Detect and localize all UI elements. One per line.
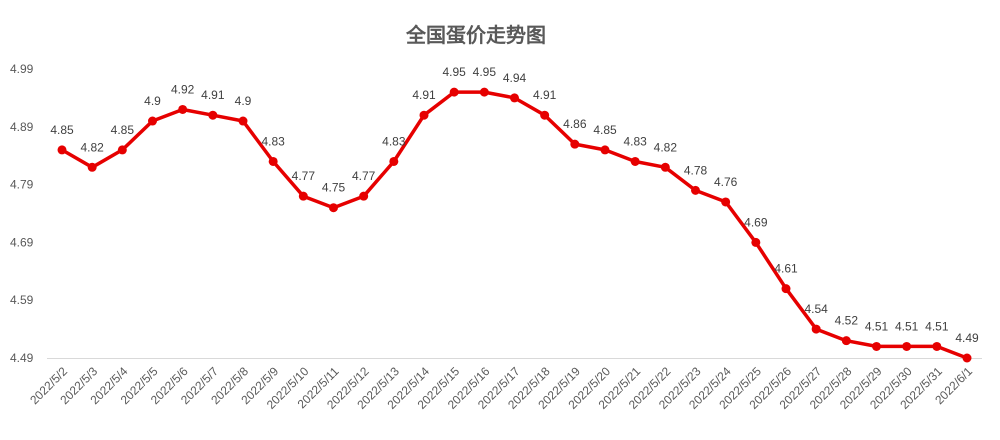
data-point	[208, 110, 218, 120]
data-point	[419, 110, 429, 120]
data-point	[630, 156, 640, 166]
data-point	[540, 110, 550, 120]
y-tick-label: 4.89	[10, 120, 34, 134]
data-label: 4.51	[925, 319, 949, 333]
data-point	[570, 139, 580, 149]
data-label: 4.83	[382, 134, 406, 148]
data-label: 4.78	[684, 163, 708, 177]
data-label: 4.51	[895, 319, 919, 333]
data-label: 4.9	[235, 94, 252, 108]
data-point	[178, 104, 188, 114]
y-axis: 4.49 4.59 4.69 4.79 4.89 4.99	[10, 62, 34, 365]
data-label: 4.91	[201, 88, 225, 102]
data-point	[117, 145, 127, 155]
data-label: 4.9	[144, 94, 161, 108]
data-label: 4.52	[835, 314, 859, 328]
data-point	[841, 336, 851, 346]
data-label: 4.86	[563, 117, 587, 131]
data-label: 4.91	[533, 88, 557, 102]
series-line-group	[61, 90, 968, 360]
data-label: 4.76	[714, 175, 738, 189]
data-point	[872, 341, 881, 351]
data-point	[962, 353, 972, 363]
data-point	[811, 324, 821, 334]
data-point	[721, 197, 731, 207]
data-label: 4.92	[171, 82, 195, 96]
y-tick-label: 4.69	[10, 235, 34, 249]
data-point	[691, 185, 700, 195]
data-point	[359, 191, 369, 201]
data-label: 4.69	[744, 215, 768, 229]
data-point	[87, 162, 97, 172]
data-label: 4.85	[111, 123, 135, 137]
data-label: 4.95	[473, 65, 497, 79]
data-point	[449, 87, 459, 97]
y-tick-label: 4.49	[10, 351, 34, 365]
data-point	[389, 156, 399, 166]
data-point	[660, 162, 670, 172]
data-label: 4.91	[412, 88, 436, 102]
data-point	[902, 341, 912, 351]
data-label: 4.85	[50, 123, 74, 137]
data-label: 4.82	[654, 140, 678, 154]
data-label: 4.61	[774, 262, 798, 276]
series-line	[61, 90, 968, 360]
data-points	[57, 87, 972, 363]
data-point	[329, 203, 338, 213]
data-label: 4.77	[352, 169, 376, 183]
y-tick-label: 4.99	[10, 62, 34, 76]
x-tick-labels: 2022/5/22022/5/32022/5/42022/5/52022/5/6…	[27, 364, 975, 412]
data-label: 4.94	[503, 71, 527, 85]
data-label: 4.49	[955, 331, 979, 345]
data-label: 4.54	[804, 302, 828, 316]
data-label: 4.82	[80, 140, 104, 154]
data-point	[298, 191, 308, 201]
data-point	[148, 116, 157, 126]
data-label: 4.77	[292, 169, 316, 183]
data-point	[479, 87, 489, 97]
y-tick-label: 4.79	[10, 178, 34, 192]
chart-title: 全国蛋价走势图	[405, 23, 546, 47]
data-label: 4.83	[623, 134, 647, 148]
data-point	[238, 116, 248, 126]
data-point	[510, 93, 519, 103]
data-label: 4.95	[442, 65, 466, 79]
data-point	[57, 145, 67, 155]
data-point	[781, 284, 791, 294]
data-point	[600, 145, 610, 155]
data-point	[751, 237, 761, 247]
data-point	[268, 156, 278, 166]
data-point	[932, 341, 942, 351]
data-label: 4.83	[261, 134, 285, 148]
data-label: 4.51	[865, 319, 889, 333]
data-label: 4.85	[593, 123, 617, 137]
data-labels: 4.85 4.82 4.85 4.9 4.92 4.91 4.9 4.83 4.77 4.75 4.…	[50, 65, 979, 345]
y-tick-label: 4.59	[10, 293, 34, 307]
data-label: 4.75	[322, 181, 346, 195]
